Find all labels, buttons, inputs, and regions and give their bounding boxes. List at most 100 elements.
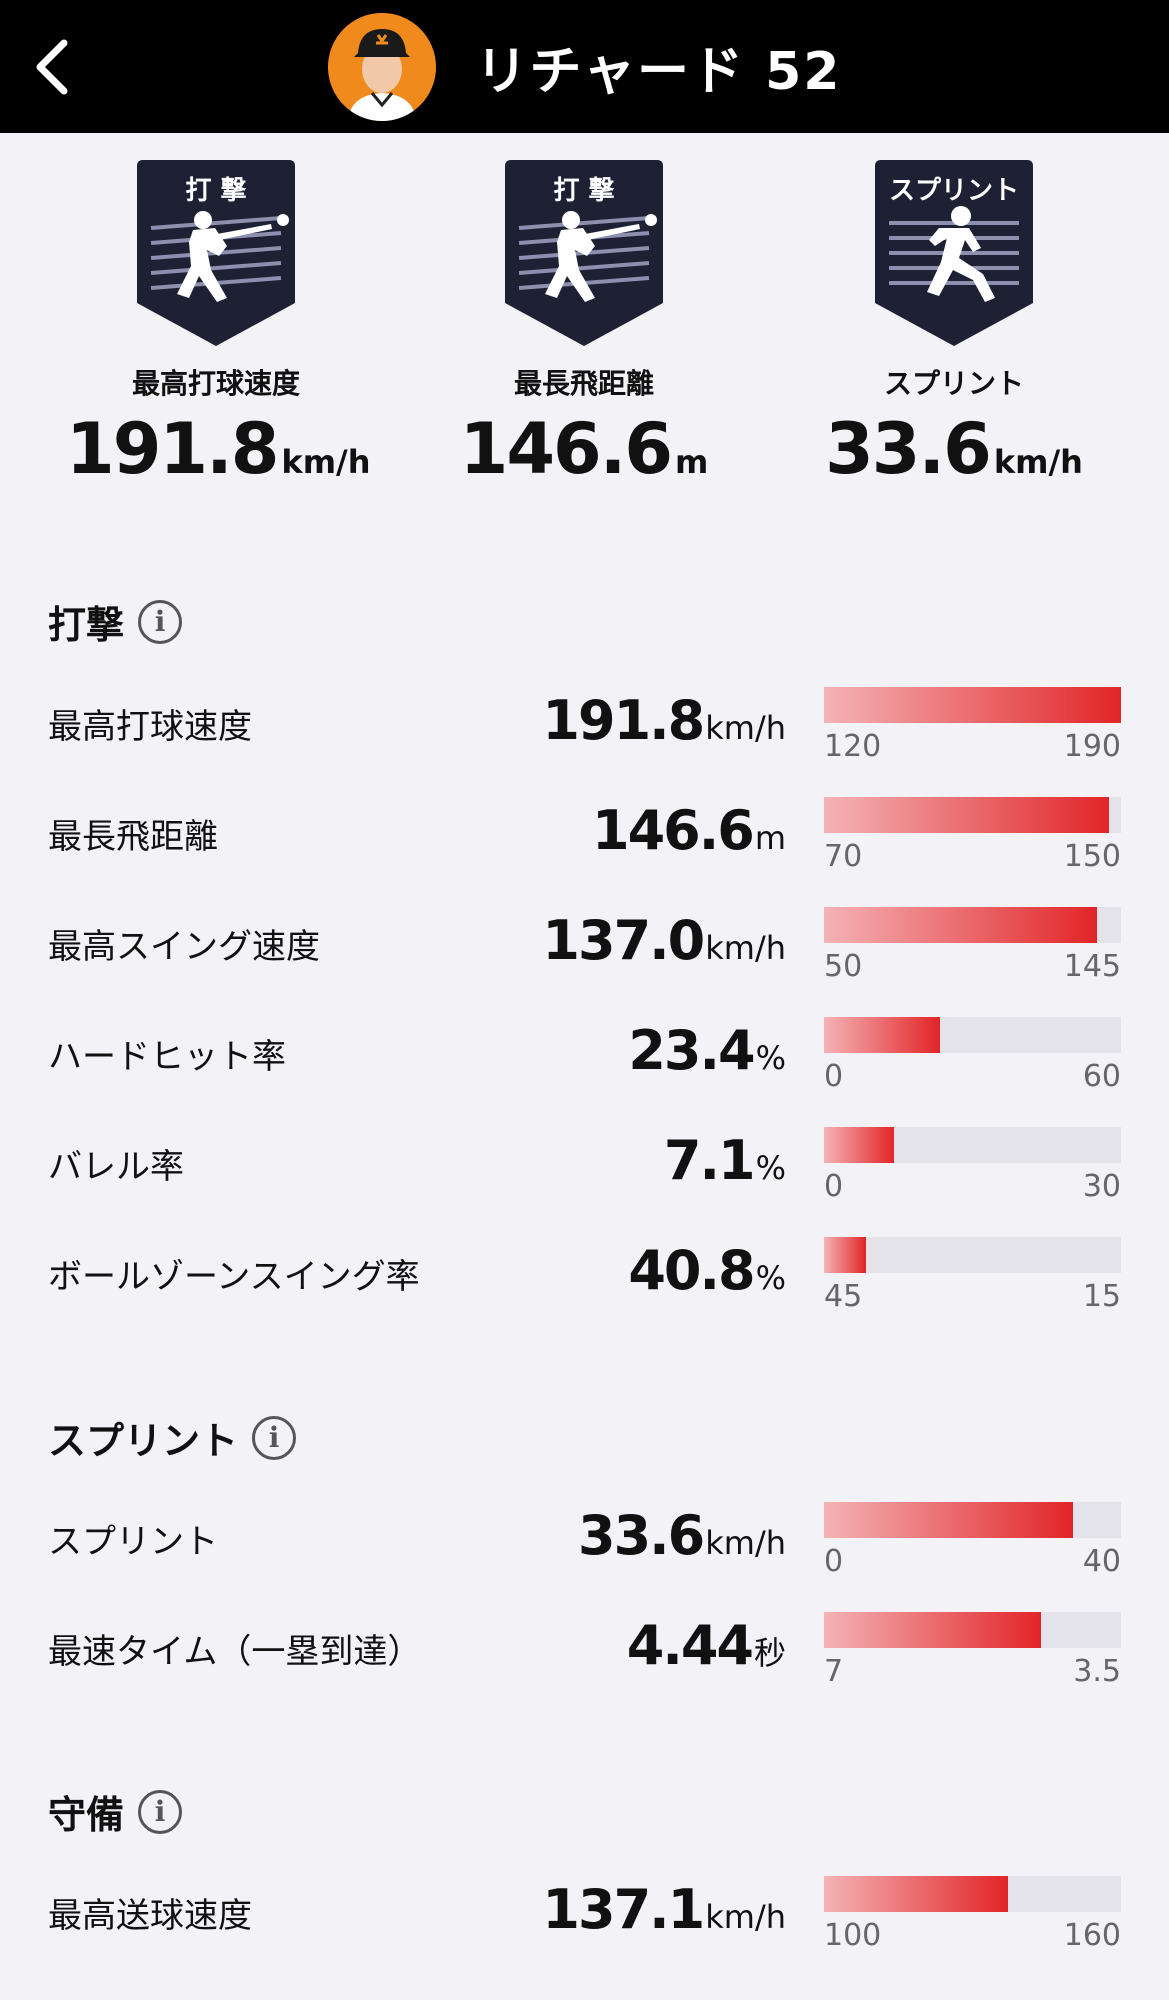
badge-unit: km/h xyxy=(993,443,1083,481)
stat-label: 最速タイム（一塁到達） xyxy=(48,1632,422,1672)
bar-max-label: 30 xyxy=(1082,1169,1121,1204)
stat-value: 7.1% xyxy=(664,1129,786,1192)
stat-bar xyxy=(824,1237,1121,1273)
stat-bar-fill xyxy=(824,1127,895,1163)
badge-tag: 打 撃 xyxy=(553,176,615,206)
stat-value: 146.6m xyxy=(592,799,786,862)
bar-max-label: 145 xyxy=(1063,949,1121,984)
stat-unit: km/h xyxy=(705,1898,786,1936)
stat-unit: km/h xyxy=(705,929,786,967)
stat-number: 7.1 xyxy=(663,1129,756,1192)
bar-min-label: 7 xyxy=(824,1654,844,1689)
bar-min-label: 0 xyxy=(824,1169,844,1204)
stat-label: 最高スイング速度 xyxy=(48,927,320,967)
stat-bar xyxy=(824,1502,1121,1538)
info-icon[interactable]: i xyxy=(252,1415,297,1460)
stat-bar xyxy=(824,1127,1121,1163)
stat-value: 23.4% xyxy=(628,1019,786,1082)
badge-exit-velocity[interactable]: 最高打球速度 191.8 km/h xyxy=(66,158,371,490)
stat-bar-fill xyxy=(824,1876,1009,1912)
stat-row: バレル率 7.1% 0 30 xyxy=(0,1117,1169,1217)
stat-number: 137.1 xyxy=(542,1878,705,1941)
stat-number: 40.8 xyxy=(628,1239,755,1302)
stat-unit: % xyxy=(755,1039,786,1077)
stat-row: ボールゾーンスイング率 40.8% 45 15 xyxy=(0,1227,1169,1327)
page-title: リチャード 52 xyxy=(475,42,842,102)
info-icon[interactable]: i xyxy=(138,1789,183,1834)
stat-bar-fill xyxy=(824,797,1110,833)
batter-icon xyxy=(505,160,663,346)
stat-number: 191.8 xyxy=(542,689,705,752)
stat-bar-fill xyxy=(824,687,1121,723)
badge-label: スプリント xyxy=(883,367,1024,400)
badge-label: 最高打球速度 xyxy=(131,367,300,400)
stat-value: 137.0km/h xyxy=(542,909,786,972)
stat-row: スプリント 33.6km/h 0 40 xyxy=(0,1492,1169,1592)
stat-value: 40.8% xyxy=(628,1239,786,1302)
top-bar: リチャード 52 xyxy=(0,0,1169,133)
stat-bar xyxy=(824,907,1121,943)
chevron-left-icon xyxy=(36,39,68,95)
stat-row: 最高送球速度 137.1km/h 100 160 xyxy=(0,1866,1169,1966)
bar-min-label: 0 xyxy=(824,1059,844,1094)
stat-row: 最高打球速度 191.8km/h 120 190 xyxy=(0,677,1169,777)
badge-max-distance[interactable]: 最長飛距離 146.6 m xyxy=(434,158,734,490)
stat-label: 最長飛距離 xyxy=(48,817,218,857)
stat-label: ボールゾーンスイング率 xyxy=(48,1257,420,1297)
info-icon[interactable]: i xyxy=(138,599,183,644)
stat-number: 33.6 xyxy=(578,1504,705,1567)
badge-tag: スプリント xyxy=(888,176,1019,206)
stat-bar xyxy=(824,1017,1121,1053)
stat-unit: m xyxy=(754,819,786,857)
stat-unit: % xyxy=(755,1149,786,1187)
badge-tag: 打 撃 xyxy=(185,176,247,206)
stat-number: 137.0 xyxy=(542,909,705,972)
highlight-badges: 最高打球速度 191.8 km/h 最長飛距離 146.6 m xyxy=(0,133,1169,553)
badge-value: 33.6 xyxy=(825,408,992,490)
badge-value: 146.6 xyxy=(459,408,673,490)
stat-unit: % xyxy=(755,1259,786,1297)
stat-number: 146.6 xyxy=(592,799,755,862)
stat-row: 最高スイング速度 137.0km/h 50 145 xyxy=(0,897,1169,997)
stat-bar-fill xyxy=(824,907,1098,943)
stat-label: 最高送球速度 xyxy=(48,1896,252,1936)
stat-value: 191.8km/h xyxy=(542,689,786,752)
back-button[interactable] xyxy=(22,34,82,100)
badge-label: 最長飛距離 xyxy=(513,367,654,400)
bar-min-label: 0 xyxy=(824,1544,844,1579)
bar-max-label: 160 xyxy=(1063,1918,1121,1953)
bar-min-label: 50 xyxy=(824,949,863,984)
bar-min-label: 45 xyxy=(824,1279,863,1314)
stat-number: 23.4 xyxy=(628,1019,755,1082)
stat-number: 4.44 xyxy=(626,1614,754,1677)
stat-bar xyxy=(824,1876,1121,1912)
bar-min-label: 100 xyxy=(824,1918,882,1953)
section-sprint-title: スプリント i xyxy=(48,1410,297,1465)
stat-row: ハードヒット率 23.4% 0 60 xyxy=(0,1007,1169,1107)
badge-sprint[interactable]: スプリント 33.6 km/h xyxy=(804,158,1104,490)
bar-max-label: 3.5 xyxy=(1073,1654,1121,1689)
stat-label: 最高打球速度 xyxy=(48,707,252,747)
stat-label: スプリント xyxy=(48,1522,218,1562)
stat-unit: km/h xyxy=(705,1524,786,1562)
stat-bar xyxy=(824,1612,1121,1648)
stat-bar xyxy=(824,797,1121,833)
bar-min-label: 120 xyxy=(824,729,882,764)
bar-max-label: 150 xyxy=(1063,839,1121,874)
stat-label: バレル率 xyxy=(48,1147,184,1187)
bar-max-label: 15 xyxy=(1082,1279,1121,1314)
stat-bar-fill xyxy=(824,1612,1041,1648)
bar-min-label: 70 xyxy=(824,839,863,874)
bar-max-label: 40 xyxy=(1082,1544,1121,1579)
stat-bar xyxy=(824,687,1121,723)
badge-unit: m xyxy=(675,443,709,481)
stat-bar-fill xyxy=(824,1017,940,1053)
player-avatar xyxy=(327,12,436,121)
runner-icon xyxy=(875,160,1033,346)
stat-value: 33.6km/h xyxy=(578,1504,786,1567)
section-batting-title: 打撃 i xyxy=(48,594,183,649)
bar-max-label: 190 xyxy=(1063,729,1121,764)
stat-label: ハードヒット率 xyxy=(48,1037,286,1077)
stat-value: 4.44秒 xyxy=(627,1614,786,1677)
badge-unit: km/h xyxy=(281,443,371,481)
